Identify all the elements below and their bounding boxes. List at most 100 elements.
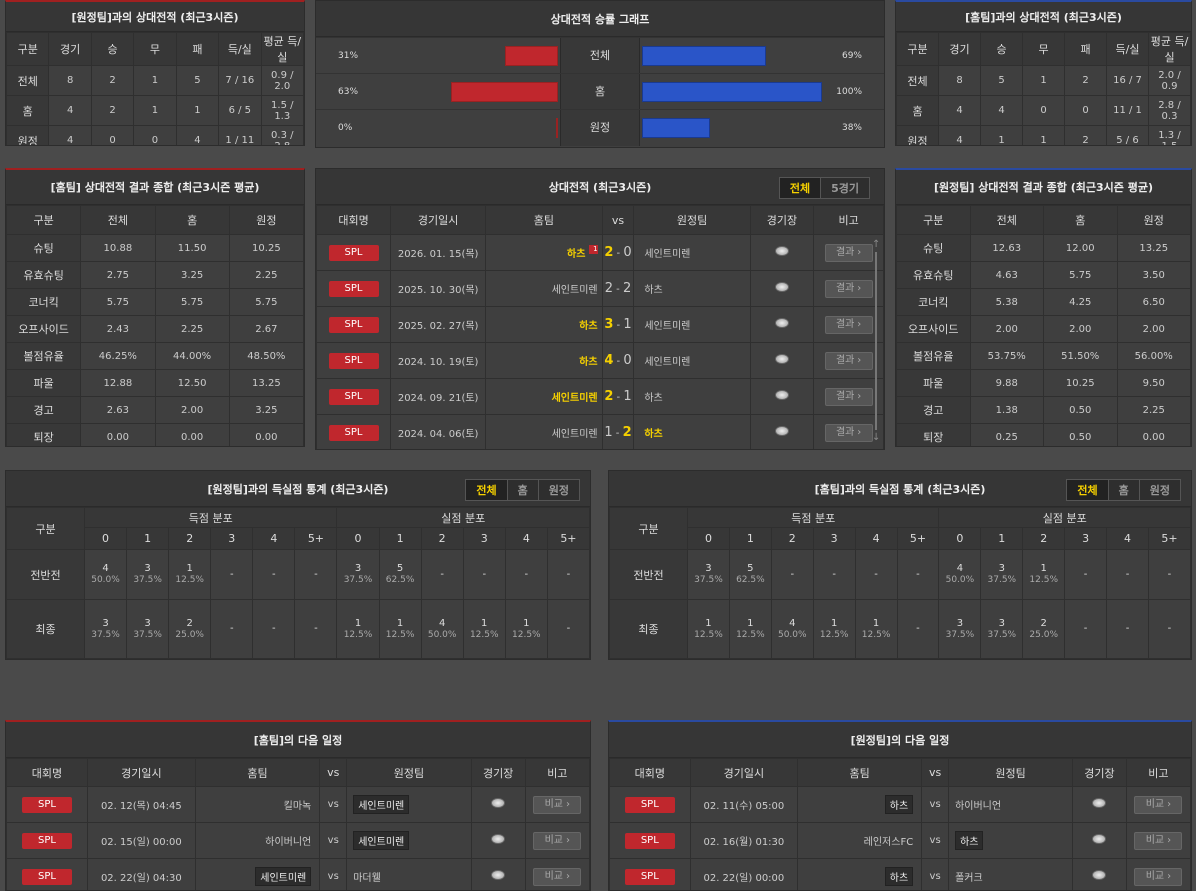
note-cell: 비교 ›	[524, 858, 590, 890]
compare-button[interactable]: 비교 ›	[533, 795, 582, 814]
tab-all[interactable]: 전체	[1067, 480, 1108, 500]
schedule-row[interactable]: SPL 02. 15(일) 00:00 하이버니언 vs 세인트미렌 비교 ›	[6, 822, 590, 859]
match-row[interactable]: SPL 2025. 10. 30(목) 세인트미렌 2 - 2 하츠 결과 ›	[316, 270, 884, 307]
tab-home[interactable]: 홈	[1107, 480, 1139, 500]
stadium-icon[interactable]	[774, 318, 789, 328]
stadium-icon[interactable]	[774, 282, 789, 292]
next-table: 대회명 경기일시 홈팀 vs 원정팀 경기장 비고 SPL 02. 11(수) 05:00 하츠 v…	[609, 758, 1191, 890]
cell-value: 16 / 7	[1106, 65, 1149, 96]
stadium-icon[interactable]	[774, 354, 789, 364]
league-badge: SPL	[21, 868, 72, 885]
compare-button[interactable]: 비교 ›	[1134, 831, 1183, 850]
schedule-row[interactable]: SPL 02. 22(일) 00:00 하츠 vs 폴커크 비교 ›	[609, 858, 1191, 890]
away-team-cell: 하츠	[633, 378, 751, 415]
goal-count: -	[272, 568, 276, 580]
goal-count: -	[229, 568, 234, 580]
league-badge: SPL	[328, 244, 379, 261]
stadium-icon[interactable]	[491, 834, 506, 844]
goal-count: -	[874, 568, 878, 580]
note-cell: 결과 ›	[813, 378, 884, 415]
matches-title: 상대전적 (최근3시즌)	[548, 180, 652, 194]
compare-button[interactable]: 비교 ›	[1134, 867, 1183, 886]
result-button[interactable]: 결과 ›	[824, 243, 873, 262]
goal-count: 2	[186, 617, 193, 629]
stadium-icon[interactable]	[774, 390, 789, 400]
cell-value: 5.38	[969, 288, 1044, 316]
schedule-row[interactable]: SPL 02. 22(일) 04:30 세인트미렌 vs 마더웰 비교 ›	[6, 858, 590, 890]
vs-label: vs	[921, 786, 950, 823]
stadium-icon[interactable]	[774, 426, 789, 436]
match-row[interactable]: SPL 2025. 02. 27(목) 하츠 3 - 1 세인트미렌 결과 ›	[316, 306, 884, 343]
tab-all[interactable]: 전체	[466, 480, 507, 500]
home-team: 세인트미렌	[551, 393, 598, 404]
result-button[interactable]: 결과 ›	[824, 387, 873, 406]
match-row[interactable]: SPL 2024. 04. 06(토) 세인트미렌 1 - 2 하츠 결과 ›	[316, 414, 884, 449]
stadium-icon[interactable]	[1092, 870, 1107, 880]
cell-value: 1.38	[969, 396, 1044, 424]
compare-button[interactable]: 비교 ›	[1134, 795, 1183, 814]
match-row[interactable]: SPL 2024. 10. 19(토) 하츠 4 - 0 세인트미렌 결과 ›	[316, 342, 884, 379]
home-score: 1	[604, 425, 613, 440]
cell-value: 2.0 / 0.9	[1148, 65, 1191, 96]
goal-cell: 3 37.5%	[336, 549, 380, 600]
result-button[interactable]: 결과 ›	[824, 351, 873, 370]
schedule-row[interactable]: SPL 02. 16(월) 01:30 레인저스FC vs 하츠 비교 ›	[609, 822, 1191, 859]
away-team: 세인트미렌	[353, 831, 410, 850]
left-percent: 63%	[338, 87, 359, 97]
goal-cell: -	[770, 549, 814, 600]
bucket-header: 0	[336, 527, 380, 550]
stadium-icon[interactable]	[491, 870, 506, 880]
goal-cell: 4 50.0%	[938, 549, 982, 600]
goal-count: 1	[1040, 563, 1047, 574]
home-team: 킬마녹	[283, 801, 312, 812]
home-team: 세인트미렌	[255, 867, 312, 886]
compare-button[interactable]: 비교 ›	[533, 867, 582, 886]
bucket-header: 2	[420, 527, 464, 550]
vs-label: vs	[319, 822, 348, 859]
stadium-icon[interactable]	[774, 246, 789, 256]
result-button[interactable]: 결과 ›	[824, 315, 873, 334]
home-team-cell: 세인트미렌	[485, 378, 603, 415]
note-cell: 결과 ›	[813, 414, 884, 449]
column-header: 구분	[896, 205, 971, 235]
scroll-up-icon[interactable]: ↑	[872, 239, 881, 250]
stadium-icon[interactable]	[491, 798, 506, 808]
column-header: 득/실	[218, 32, 262, 66]
row-label: 최종	[609, 599, 688, 659]
goal-count: -	[440, 568, 444, 580]
away-team: 하츠	[955, 831, 984, 850]
tab-5games[interactable]: 5경기	[820, 178, 869, 198]
goal-percent: 50.0%	[777, 629, 807, 640]
goal-cell: 4 50.0%	[770, 599, 814, 659]
league-badge: SPL	[624, 796, 675, 813]
cell-value: 2.00	[969, 315, 1044, 343]
goal-percent: 37.5%	[987, 575, 1017, 585]
schedule-row[interactable]: SPL 02. 11(수) 05:00 하츠 vs 하이버니언 비교 ›	[609, 786, 1191, 823]
tab-away[interactable]: 원정	[1138, 480, 1180, 500]
bucket-header: 0	[938, 527, 982, 550]
stadium-icon[interactable]	[1092, 798, 1107, 808]
goal-count: 1	[747, 617, 754, 629]
tab-home[interactable]: 홈	[506, 480, 538, 500]
schedule-row[interactable]: SPL 02. 12(목) 04:45 킬마녹 vs 세인트미렌 비교 ›	[6, 786, 590, 823]
scroll-track[interactable]	[875, 252, 877, 430]
venue-cell	[470, 858, 526, 890]
scroll-down-icon[interactable]: ↓	[872, 432, 881, 443]
header-row: 구분 경기 승 무 패 득/실 평균 득/실	[896, 32, 1191, 66]
cell-value: 2.25	[154, 315, 230, 343]
result-button[interactable]: 결과 ›	[824, 279, 873, 298]
result-button[interactable]: 결과 ›	[824, 423, 873, 442]
scrollbar[interactable]: ↑ ↓	[872, 239, 880, 447]
away-team: 하츠	[644, 393, 663, 404]
compare-button[interactable]: 비교 ›	[533, 831, 582, 850]
row-label: 전체	[896, 65, 939, 96]
cell-value: 5.75	[154, 288, 230, 316]
cell-value: 1.5 / 1.3	[260, 95, 304, 126]
stadium-icon[interactable]	[1092, 834, 1107, 844]
tab-all[interactable]: 전체	[779, 178, 821, 198]
match-row[interactable]: SPL 2024. 09. 21(토) 세인트미렌 2 - 1 하츠 결과 ›	[316, 378, 884, 415]
tab-away[interactable]: 원정	[537, 480, 579, 500]
goal-cell: 3 37.5%	[980, 599, 1024, 659]
note-cell: 비교 ›	[1125, 786, 1191, 823]
